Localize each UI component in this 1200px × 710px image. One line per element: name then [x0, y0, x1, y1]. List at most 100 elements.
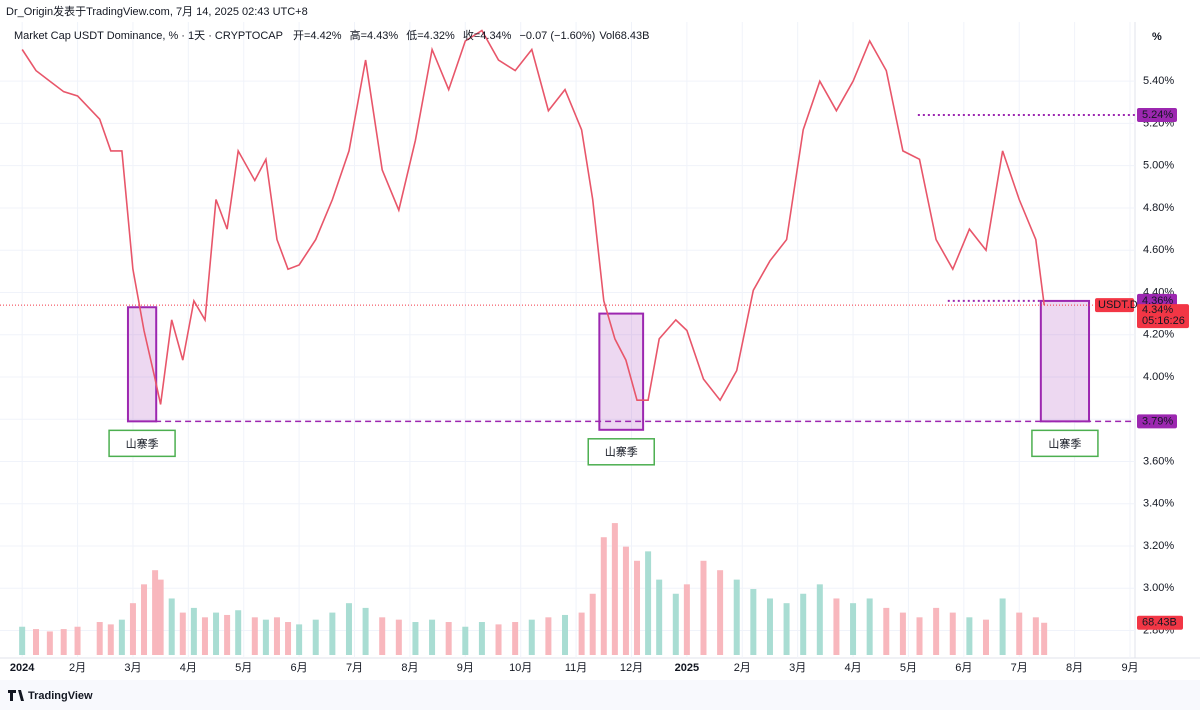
y-tick-label: 3.40%: [1143, 498, 1174, 510]
change-label: −0.07 (−1.60%): [519, 30, 595, 42]
x-tick-label: 11月: [565, 662, 587, 674]
volume-bar: [717, 570, 724, 655]
volume-bar: [201, 617, 208, 655]
volume-bar: [600, 537, 607, 655]
ohlc-value: =4.32%: [417, 30, 455, 42]
volume-bar: [296, 624, 303, 655]
level-tag: [1137, 414, 1177, 429]
zone-label-box: [108, 429, 176, 458]
y-tick-label: 4.20%: [1143, 329, 1174, 341]
x-tick-label: 6月: [291, 662, 308, 674]
y-tick-label: 5.00%: [1143, 160, 1174, 172]
volume-bar: [152, 570, 159, 655]
x-tick-label: 2月: [734, 662, 751, 674]
x-tick-label: 8月: [401, 662, 418, 674]
volume-bar: [157, 579, 164, 655]
y-tick-label: 4.00%: [1143, 371, 1174, 383]
volume-bar: [899, 612, 906, 655]
volume-bar: [883, 607, 890, 655]
level-tag-label: 5.24%: [1142, 109, 1173, 121]
volume-bar: [129, 603, 136, 655]
y-tick-label: 3.00%: [1143, 582, 1174, 594]
volume-bar: [273, 617, 280, 655]
volume-bar: [478, 622, 485, 655]
volume-bar: [141, 584, 148, 655]
volume-bar: [800, 593, 807, 655]
volume-bar: [949, 612, 956, 655]
x-tick-label: 3月: [789, 662, 806, 674]
volume-bar: [578, 612, 585, 655]
volume-bar: [329, 612, 336, 655]
level-tag: [1137, 107, 1177, 122]
level-tag-label: 3.79%: [1142, 415, 1173, 427]
volume-bar: [429, 619, 436, 655]
volume-bar: [107, 624, 114, 655]
x-tick-label: 2024: [10, 662, 35, 674]
volume-bar: [445, 622, 452, 655]
footer-bar: [0, 680, 1200, 710]
volume-bar: [1032, 617, 1039, 655]
volume-bar: [312, 619, 319, 655]
zone-box: [598, 312, 645, 431]
volume-bar: [933, 607, 940, 655]
volume-tag-label: 68.43B: [1142, 617, 1177, 629]
zone-label: 山寨季: [126, 436, 159, 450]
legend-title: Market Cap USDT Dominance, % · 1天 · CRYP…: [14, 30, 283, 42]
volume-bar: [190, 607, 197, 655]
x-tick-label: 12月: [620, 662, 643, 674]
footer-brand: TradingView: [28, 690, 93, 702]
volume-bar: [285, 622, 292, 655]
zone-label-box: [1031, 429, 1099, 458]
x-tick-label: 8月: [1066, 662, 1083, 674]
volume-bar: [74, 626, 81, 655]
level-tag-label: 4.36%: [1142, 295, 1173, 307]
ohlc-value: =4.34%: [474, 30, 512, 42]
zone-label: 山寨季: [605, 445, 638, 459]
ohlc-value: =4.42%: [304, 30, 342, 42]
volume-bar: [783, 603, 790, 655]
volume-bar: [866, 598, 873, 655]
volume-bar: [395, 619, 402, 655]
y-tick-label: 4.80%: [1143, 202, 1174, 214]
countdown-label: 05:16:26: [1142, 315, 1185, 327]
x-tick-label: 4月: [844, 662, 861, 674]
x-tick-label: 2月: [69, 662, 86, 674]
volume-bar: [700, 560, 707, 655]
volume-tag: [1137, 615, 1183, 630]
volume-bar: [168, 598, 175, 655]
x-tick-label: 6月: [955, 662, 972, 674]
volume-bar: [589, 593, 596, 655]
ohlc-name: 高: [350, 28, 361, 42]
x-tick-label: 4月: [180, 662, 197, 674]
volume-bar: [19, 626, 26, 655]
price-line: [21, 29, 1045, 405]
last-price-tag: [1137, 304, 1189, 329]
volume-bar: [833, 598, 840, 655]
y-tick-label: 4.60%: [1143, 244, 1174, 256]
volume-bar: [379, 617, 386, 655]
volume-legend-value: 68.43B: [615, 30, 650, 42]
x-tick-label: 2025: [675, 662, 699, 674]
volume-bar: [251, 617, 258, 655]
author-line: Dr_Origin发表于TradingView.com, 7月 14, 2025…: [6, 4, 308, 18]
x-tick-label: 9月: [1121, 662, 1138, 674]
x-tick-label: 9月: [457, 662, 474, 674]
y-tick-label: 5.40%: [1143, 75, 1174, 87]
volume-legend-name: Vol: [599, 30, 614, 42]
volume-bar: [850, 603, 857, 655]
y-tick-label: 3.60%: [1143, 455, 1174, 467]
volume-bar: [33, 629, 40, 655]
volume-bar: [362, 607, 369, 655]
volume-bar: [982, 619, 989, 655]
volume-bar: [96, 622, 103, 655]
volume-bar: [412, 622, 419, 655]
symbol-tag: [1095, 298, 1134, 313]
ohlc-name: 收: [463, 28, 474, 42]
volume-bar: [262, 619, 269, 655]
volume-bar: [562, 614, 569, 655]
volume-bar: [750, 589, 757, 655]
volume-bar: [733, 579, 740, 655]
volume-bar: [118, 619, 125, 655]
volume-bar: [634, 560, 641, 655]
volume-bar: [999, 598, 1006, 655]
